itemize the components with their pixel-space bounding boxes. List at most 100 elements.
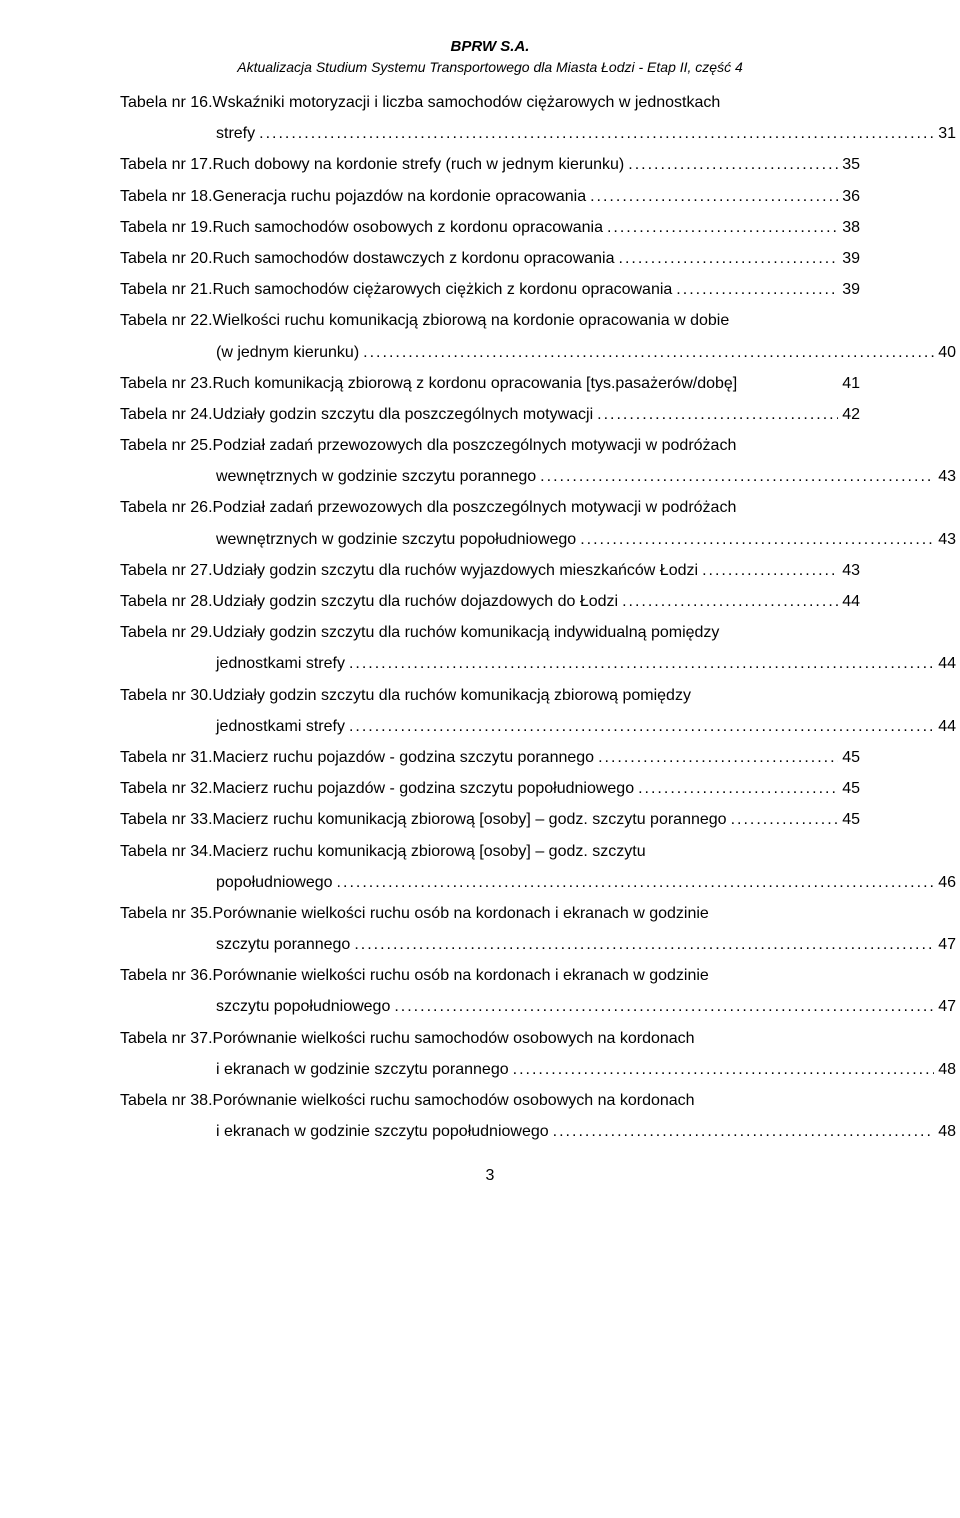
toc-leader xyxy=(628,149,838,180)
toc-title: Udziały godzin szczytu dla ruchów komuni… xyxy=(213,617,720,648)
toc-leader xyxy=(638,773,838,804)
page-number: 3 xyxy=(120,1167,860,1185)
toc-prefix: Tabela nr 37. xyxy=(120,1023,213,1054)
toc-line: Tabela nr 26.Podział zadań przewozowych … xyxy=(120,492,860,523)
toc-page: 47 xyxy=(938,929,956,960)
toc-title: Podział zadań przewozowych dla poszczegó… xyxy=(213,492,737,523)
toc-prefix: Tabela nr 29. xyxy=(120,617,213,648)
toc-prefix: Tabela nr 22. xyxy=(120,305,213,336)
toc-line: Tabela nr 20.Ruch samochodów dostawczych… xyxy=(120,243,860,274)
toc-entry: Tabela nr 30.Udziały godzin szczytu dla … xyxy=(120,680,860,742)
toc-page: 36 xyxy=(842,181,860,212)
toc-prefix: Tabela nr 32. xyxy=(120,773,213,804)
toc-entry: Tabela nr 38.Porównanie wielkości ruchu … xyxy=(120,1085,860,1147)
toc-title: Porównanie wielkości ruchu osób na kordo… xyxy=(213,960,709,991)
toc-page: 38 xyxy=(842,212,860,243)
toc-title: Ruch samochodów ciężarowych ciężkich z k… xyxy=(213,274,673,305)
toc-line: Tabela nr 37.Porównanie wielkości ruchu … xyxy=(120,1023,860,1054)
toc-continuation-text: i ekranach w godzinie szczytu porannego xyxy=(216,1054,509,1085)
toc-entry: Tabela nr 19.Ruch samochodów osobowych z… xyxy=(120,212,860,243)
toc-leader xyxy=(676,274,838,305)
toc-line: Tabela nr 25.Podział zadań przewozowych … xyxy=(120,430,860,461)
toc-page: 46 xyxy=(938,867,956,898)
toc-entry: Tabela nr 25.Podział zadań przewozowych … xyxy=(120,430,860,492)
toc-prefix: Tabela nr 17. xyxy=(120,149,213,180)
toc-title: Wskaźniki motoryzacji i liczba samochodó… xyxy=(213,87,721,118)
toc-prefix: Tabela nr 26. xyxy=(120,492,213,523)
toc-title: Macierz ruchu komunikacją zbiorową [osob… xyxy=(213,804,727,835)
toc-entry: Tabela nr 21.Ruch samochodów ciężarowych… xyxy=(120,274,860,305)
toc-continuation-text: wewnętrznych w godzinie szczytu poranneg… xyxy=(216,461,536,492)
toc-page: 44 xyxy=(938,711,956,742)
toc-title: Ruch komunikacją zbiorową z kordonu opra… xyxy=(213,368,738,399)
toc-prefix: Tabela nr 33. xyxy=(120,804,213,835)
toc-page: 47 xyxy=(938,991,956,1022)
toc-title: Udziały godzin szczytu dla ruchów komuni… xyxy=(213,680,691,711)
toc-prefix: Tabela nr 31. xyxy=(120,742,213,773)
toc-line: Tabela nr 36.Porównanie wielkości ruchu … xyxy=(120,960,860,991)
toc-leader xyxy=(597,399,838,430)
toc-prefix: Tabela nr 24. xyxy=(120,399,213,430)
toc-line: Tabela nr 38.Porównanie wielkości ruchu … xyxy=(120,1085,860,1116)
toc-leader xyxy=(337,867,935,898)
toc-line-continuation: (w jednym kierunku)40 xyxy=(120,337,956,368)
toc-entry: Tabela nr 20.Ruch samochodów dostawczych… xyxy=(120,243,860,274)
toc-title: Ruch samochodów dostawczych z kordonu op… xyxy=(213,243,615,274)
toc-line: Tabela nr 21.Ruch samochodów ciężarowych… xyxy=(120,274,860,305)
toc-leader xyxy=(513,1054,935,1085)
toc-line-continuation: wewnętrznych w godzinie szczytu popołudn… xyxy=(120,524,956,555)
toc-line: Tabela nr 19.Ruch samochodów osobowych z… xyxy=(120,212,860,243)
toc-line: Tabela nr 24.Udziały godzin szczytu dla … xyxy=(120,399,860,430)
toc-title: Ruch samochodów osobowych z kordonu opra… xyxy=(213,212,603,243)
toc-line: Tabela nr 33.Macierz ruchu komunikacją z… xyxy=(120,804,860,835)
toc-page: 43 xyxy=(842,555,860,586)
toc-line: Tabela nr 34.Macierz ruchu komunikacją z… xyxy=(120,836,860,867)
toc-title: Udziały godzin szczytu dla poszczególnyc… xyxy=(213,399,594,430)
toc-leader xyxy=(702,555,838,586)
toc-prefix: Tabela nr 16. xyxy=(120,87,213,118)
toc-line-continuation: popołudniowego46 xyxy=(120,867,956,898)
toc-leader xyxy=(354,929,934,960)
header-org: BPRW S.A. xyxy=(120,38,860,55)
toc-page: 39 xyxy=(842,274,860,305)
toc-leader xyxy=(259,118,934,149)
toc-entry: Tabela nr 29.Udziały godzin szczytu dla … xyxy=(120,617,860,679)
toc-entry: Tabela nr 18.Generacja ruchu pojazdów na… xyxy=(120,181,860,212)
toc-line-continuation: strefy31 xyxy=(120,118,956,149)
toc-line-continuation: wewnętrznych w godzinie szczytu poranneg… xyxy=(120,461,956,492)
toc-continuation-text: jednostkami strefy xyxy=(216,648,345,679)
toc-prefix: Tabela nr 23. xyxy=(120,368,213,399)
toc-page: 39 xyxy=(842,243,860,274)
toc-page: 45 xyxy=(842,804,860,835)
toc-continuation-text: szczytu porannego xyxy=(216,929,350,960)
toc-page: 45 xyxy=(842,773,860,804)
toc-entry: Tabela nr 22.Wielkości ruchu komunikacją… xyxy=(120,305,860,367)
toc-prefix: Tabela nr 27. xyxy=(120,555,213,586)
toc-continuation-text: jednostkami strefy xyxy=(216,711,345,742)
toc-entry: Tabela nr 23.Ruch komunikacją zbiorową z… xyxy=(120,368,860,399)
toc-title: Porównanie wielkości ruchu osób na kordo… xyxy=(213,898,709,929)
toc-line-continuation: szczytu porannego 47 xyxy=(120,929,956,960)
toc-page: 42 xyxy=(842,399,860,430)
toc-title: Ruch dobowy na kordonie strefy (ruch w j… xyxy=(213,149,625,180)
toc-leader xyxy=(349,648,934,679)
toc-entry: Tabela nr 34.Macierz ruchu komunikacją z… xyxy=(120,836,860,898)
toc-page: 48 xyxy=(938,1116,956,1147)
header-subtitle: Aktualizacja Studium Systemu Transportow… xyxy=(120,59,860,75)
toc-entry: Tabela nr 26.Podział zadań przewozowych … xyxy=(120,492,860,554)
toc-page: 48 xyxy=(938,1054,956,1085)
toc-line: Tabela nr 27.Udziały godzin szczytu dla … xyxy=(120,555,860,586)
toc-title: Podział zadań przewozowych dla poszczegó… xyxy=(213,430,737,461)
toc-leader xyxy=(619,243,839,274)
toc-line-continuation: szczytu popołudniowego47 xyxy=(120,991,956,1022)
toc-continuation-text: wewnętrznych w godzinie szczytu popołudn… xyxy=(216,524,576,555)
toc-line: Tabela nr 17.Ruch dobowy na kordonie str… xyxy=(120,149,860,180)
toc-line: Tabela nr 31.Macierz ruchu pojazdów - go… xyxy=(120,742,860,773)
toc-line: Tabela nr 29.Udziały godzin szczytu dla … xyxy=(120,617,860,648)
toc-prefix: Tabela nr 21. xyxy=(120,274,213,305)
toc-line: Tabela nr 22.Wielkości ruchu komunikacją… xyxy=(120,305,860,336)
toc-title: Porównanie wielkości ruchu samochodów os… xyxy=(213,1085,695,1116)
toc-title: Macierz ruchu pojazdów - godzina szczytu… xyxy=(213,742,595,773)
toc-entry: Tabela nr 27.Udziały godzin szczytu dla … xyxy=(120,555,860,586)
toc-line: Tabela nr 32.Macierz ruchu pojazdów - go… xyxy=(120,773,860,804)
